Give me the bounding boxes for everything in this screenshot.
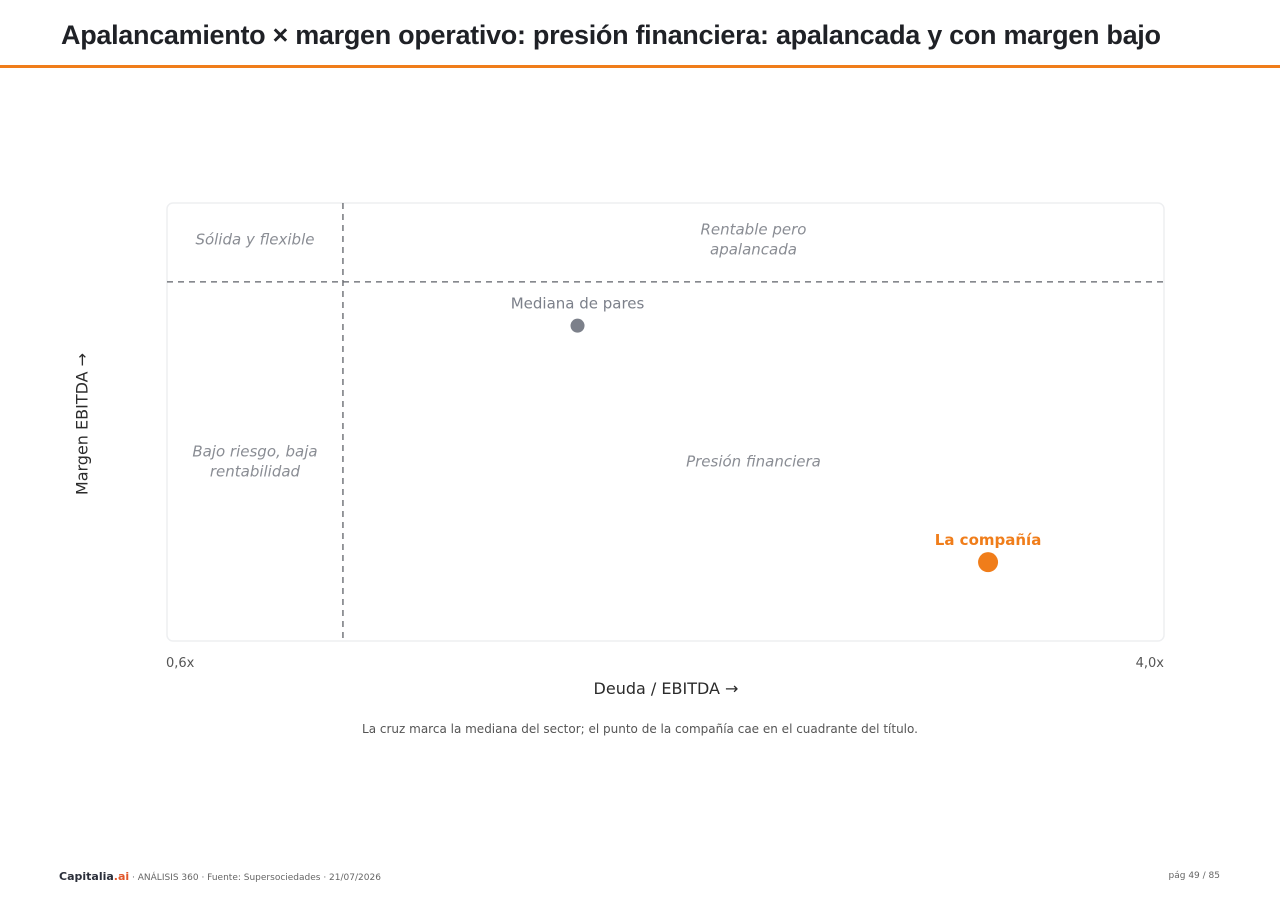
chart-note: La cruz marca la mediana del sector; el … <box>362 722 918 736</box>
brand-logo: Capitalia.ai <box>59 870 130 883</box>
x-tick-min: 0,6x <box>166 656 195 671</box>
x-axis-label: Deuda / EBITDA → <box>593 679 739 698</box>
quadrant-label-bottom-left: Bajo riesgo, baja rentabilidad <box>192 442 317 480</box>
footer-meta: · ANÁLISIS 360 · Fuente: Supersociedades… <box>129 873 381 883</box>
page-number: pág 49 / 85 <box>1168 871 1220 881</box>
quadrant-label-bottom-right: Presión financiera <box>686 452 821 470</box>
peer-median-point <box>570 318 585 333</box>
title-underline <box>0 65 1280 68</box>
company-label: La compañía <box>935 531 1042 549</box>
quadrant-label-top-right: Rentable pero apalancada <box>700 220 806 258</box>
y-axis-label: Margen EBITDA → <box>72 352 92 496</box>
plot-area <box>166 202 1165 642</box>
x-tick-max: 4,0x <box>1135 656 1164 671</box>
peer-median-label: Mediana de pares <box>511 295 645 313</box>
quadrant-label-top-left: Sólida y flexible <box>195 230 314 248</box>
footer: Capitalia.ai · ANÁLISIS 360 · Fuente: Su… <box>59 870 381 883</box>
company-point <box>978 552 999 573</box>
page-title: Apalancamiento × margen operativo: presi… <box>61 20 1161 50</box>
